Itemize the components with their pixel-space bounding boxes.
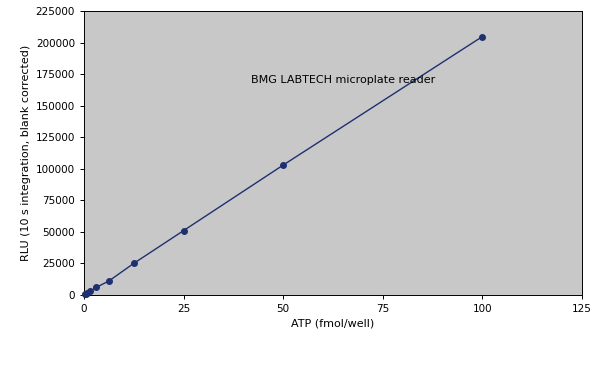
BMG LABTECH microplate reader [82, 291, 89, 296]
Text: BMG LABTECH microplate reader: BMG LABTECH microplate reader [251, 75, 436, 85]
BMG LABTECH microplate reader [86, 289, 94, 293]
BMG LABTECH microplate reader [180, 228, 187, 233]
BMG LABTECH microplate reader [83, 291, 91, 295]
X-axis label: ATP (fmol/well): ATP (fmol/well) [292, 318, 374, 328]
BMG LABTECH microplate reader [106, 279, 113, 283]
Y-axis label: RLU (10 s integration, blank corrected): RLU (10 s integration, blank corrected) [22, 45, 31, 261]
BMG LABTECH microplate reader [280, 163, 287, 167]
Line: BMG LABTECH microplate reader: BMG LABTECH microplate reader [82, 34, 485, 297]
BMG LABTECH microplate reader [479, 34, 486, 39]
BMG LABTECH microplate reader [130, 261, 137, 266]
BMG LABTECH microplate reader [93, 285, 100, 290]
BMG LABTECH microplate reader [81, 292, 88, 297]
